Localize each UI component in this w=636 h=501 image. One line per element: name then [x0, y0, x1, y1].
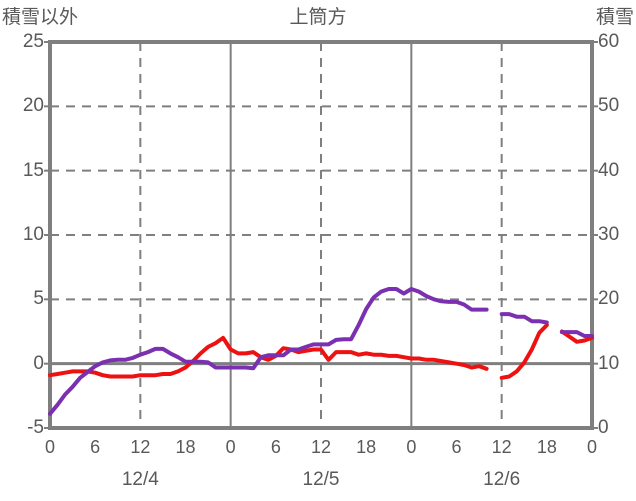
y-tick-left: 5	[33, 288, 44, 310]
x-tick: 6	[451, 437, 462, 457]
series-line-non-snow	[48, 335, 489, 379]
x-tick: 12	[491, 437, 512, 457]
y-tick-right: 50	[598, 95, 620, 117]
x-tick: 18	[536, 437, 557, 457]
y-tick-right: 30	[598, 224, 620, 245]
chart-title: 上筒方	[289, 7, 347, 28]
y-tick-right: 20	[598, 288, 620, 310]
y-tick-left: 20	[22, 95, 44, 117]
y-tick-left: 0	[33, 352, 44, 374]
x-day-label: 12/4	[121, 469, 159, 490]
y-tick-left: -5	[27, 417, 44, 438]
x-tick: 0	[44, 437, 55, 457]
x-tick: 6	[270, 437, 281, 457]
y-tick-right: 40	[598, 159, 620, 181]
x-day-label: 12/6	[483, 469, 521, 490]
x-tick: 12	[130, 437, 151, 457]
left-axis-title: 積雪以外	[2, 7, 79, 28]
y-tick-right: 60	[598, 31, 620, 52]
x-tick: 6	[90, 437, 101, 457]
x-tick: 18	[356, 437, 377, 457]
series-line-snow	[48, 287, 489, 416]
series-line-snow	[559, 330, 594, 338]
right-axis-title: 積雪	[595, 7, 634, 28]
x-tick: 0	[406, 437, 417, 457]
series-line-snow	[499, 312, 549, 325]
x-tick: 0	[586, 437, 597, 457]
y-tick-right: 0	[598, 417, 609, 438]
y-tick-left: 15	[22, 159, 44, 181]
x-tick: 12	[310, 437, 332, 457]
y-tick-left: 25	[22, 31, 44, 52]
x-tick: 18	[175, 437, 196, 457]
series-line-non-snow	[559, 329, 594, 344]
y-tick-left: 10	[22, 224, 44, 245]
series-line-non-snow	[499, 323, 549, 380]
x-day-label: 12/5	[302, 469, 340, 490]
x-tick: 0	[225, 437, 236, 457]
y-tick-right: 10	[598, 352, 620, 374]
